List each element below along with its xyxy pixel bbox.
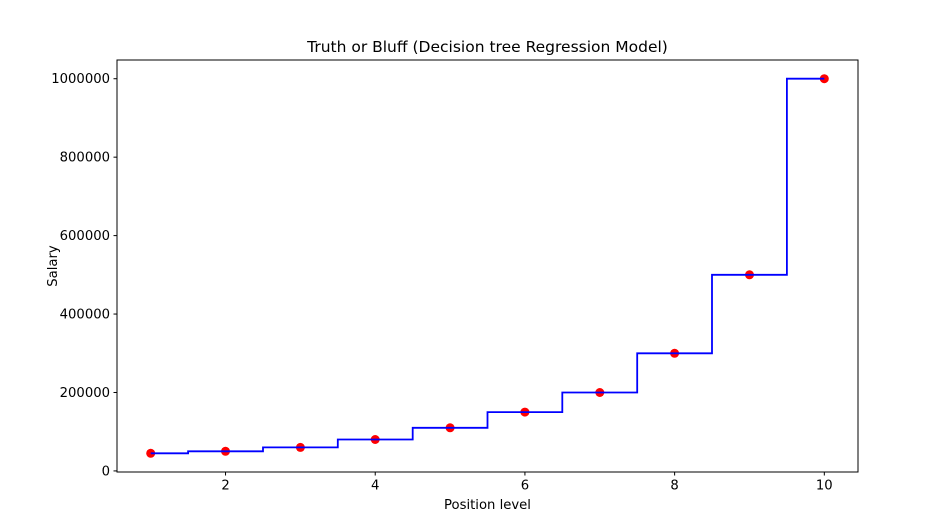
x-tick-label: 8 <box>670 479 678 494</box>
plot-frame <box>116 59 859 473</box>
y-tick-label: 800000 <box>60 151 110 166</box>
x-tick-label: 10 <box>816 479 833 494</box>
x-tick-label: 6 <box>521 479 529 494</box>
y-axis-label: Salary <box>46 245 61 287</box>
y-tick-label: 200000 <box>60 386 110 401</box>
plot-area: 2 4 6 8 10 0 200000 400000 600000 800000 1000000 <box>51 59 859 494</box>
chart-title: Truth or Bluff (Decision tree Regression… <box>306 38 668 56</box>
y-tick-label: 1000000 <box>51 72 110 87</box>
y-tick-label: 600000 <box>60 229 110 244</box>
prediction-step-line <box>150 77 825 455</box>
x-axis-label: Position level <box>444 498 531 513</box>
y-tick-label: 400000 <box>60 308 110 323</box>
x-tick-label: 2 <box>221 479 229 494</box>
y-tick-label: 0 <box>102 464 110 479</box>
x-tick-label: 4 <box>371 479 379 494</box>
